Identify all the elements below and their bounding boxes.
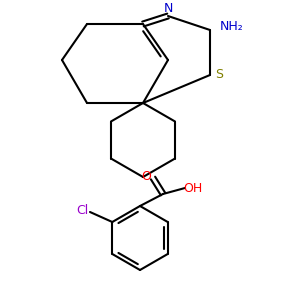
Text: N: N xyxy=(163,2,173,16)
Text: S: S xyxy=(215,68,223,82)
Text: O: O xyxy=(141,170,151,184)
Text: NH₂: NH₂ xyxy=(220,20,244,32)
Text: OH: OH xyxy=(183,182,202,194)
Text: Cl: Cl xyxy=(76,203,88,217)
